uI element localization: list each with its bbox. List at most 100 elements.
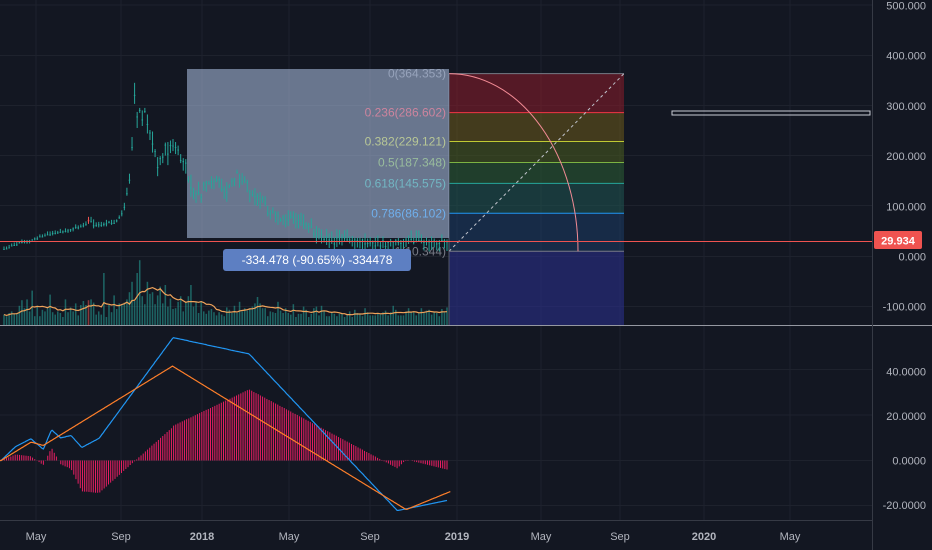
volume-bar [23,308,26,325]
volume-bar [433,312,435,325]
price-axis-label: 100.000 [886,201,926,213]
macd-signal-line [0,365,451,510]
volume-bar [425,310,428,325]
macd-axis-label: 20.0000 [886,411,926,423]
volume-bar [85,305,87,325]
volume-bar [151,292,154,325]
candle-body [266,212,269,214]
candle-body [297,219,300,221]
volume-bar [220,314,223,325]
candle-body [220,188,223,190]
volume-bar [105,317,108,325]
volume-bar [259,303,261,325]
volume-bar [118,303,120,325]
volume-bar [405,311,407,325]
volume-bar [418,313,420,325]
volume-bar [261,308,264,325]
volume-bar [74,303,77,325]
volume-bar [46,308,49,325]
volume-bar [5,316,8,325]
candle-body [144,110,146,112]
candle-body [259,199,261,201]
price-range-measure[interactable] [187,69,449,238]
volume-bar [67,312,69,325]
candle-body [226,192,228,194]
volume-bar [407,308,410,325]
volume-bar [80,305,82,325]
volume-bar [443,312,446,325]
volume-bar [310,313,313,325]
price-axis-label: 500.000 [886,1,926,13]
last-price-badge: 29.934 [874,231,922,249]
volume-bar [400,315,402,325]
time-axis-label: May [531,531,552,543]
candle-body [292,216,295,218]
candle-body [39,236,41,238]
volume-bar [266,316,269,325]
candle-body [236,172,238,174]
candle-body [151,143,154,145]
volume-bar [251,306,254,325]
candle-body [136,116,138,118]
candle-body [420,239,423,241]
volume-bar [325,316,328,325]
candle-body [3,248,5,250]
volume-bar [174,308,177,325]
volume-bar [154,304,156,325]
volume-bar [77,315,80,325]
volume-bar [54,314,56,325]
volume-bar [49,294,51,325]
volume-bar [39,316,41,325]
candle-body [328,239,330,241]
price-axis-label: 200.000 [886,151,926,163]
volume-bar [295,317,297,325]
volume-bar [205,313,208,325]
volume-bar [192,306,195,325]
candle-body [338,238,341,240]
volume-bar [302,306,305,325]
fib-zone [449,141,624,163]
candle-body [49,234,51,236]
volume-bar [95,314,97,325]
volume-bar [359,313,361,325]
volume-bar [428,309,430,325]
volume-bar [272,312,274,325]
volume-bar [136,273,138,325]
macd-axis[interactable]: 40.0000 20.0000 0.0000 -20.0000 [883,367,926,512]
price-axis-label: 400.000 [886,51,926,63]
candle-body [254,196,256,198]
volume-bar [72,311,74,325]
volume-bar [256,297,259,325]
time-axis-label: May [780,531,801,543]
volume-bar [292,304,295,325]
volume-bar [246,310,249,325]
candle-body [243,179,246,181]
volume-bar [354,309,356,325]
candle-body [441,239,443,241]
candlestick-series[interactable] [3,82,448,252]
price-axis[interactable]: 500.000 400.000 300.000 200.000 100.000 0.000… [883,1,926,314]
candle-body [307,225,310,227]
candle-body [161,156,164,158]
volume-bar [3,314,5,325]
candle-body [415,239,418,241]
volume-bar [113,295,115,325]
candle-body [10,245,13,247]
volume-bar [366,312,369,325]
volume-bar [348,311,351,325]
drawing-rectangle[interactable] [671,110,871,116]
time-axis[interactable]: May Sep 2018 May Sep 2019 May Sep 2020 May [26,531,801,543]
candle-body [272,211,274,213]
volume-bar [356,313,359,325]
candle-body [205,182,208,184]
volume-bar [387,315,389,325]
candle-body [407,240,410,242]
volume-bar [159,286,161,325]
candle-body [361,239,364,241]
volume-bar [374,315,377,325]
volume-bar [164,285,167,325]
fib-zone [449,183,624,214]
candle-body [261,198,264,200]
volume-bar [57,311,59,325]
